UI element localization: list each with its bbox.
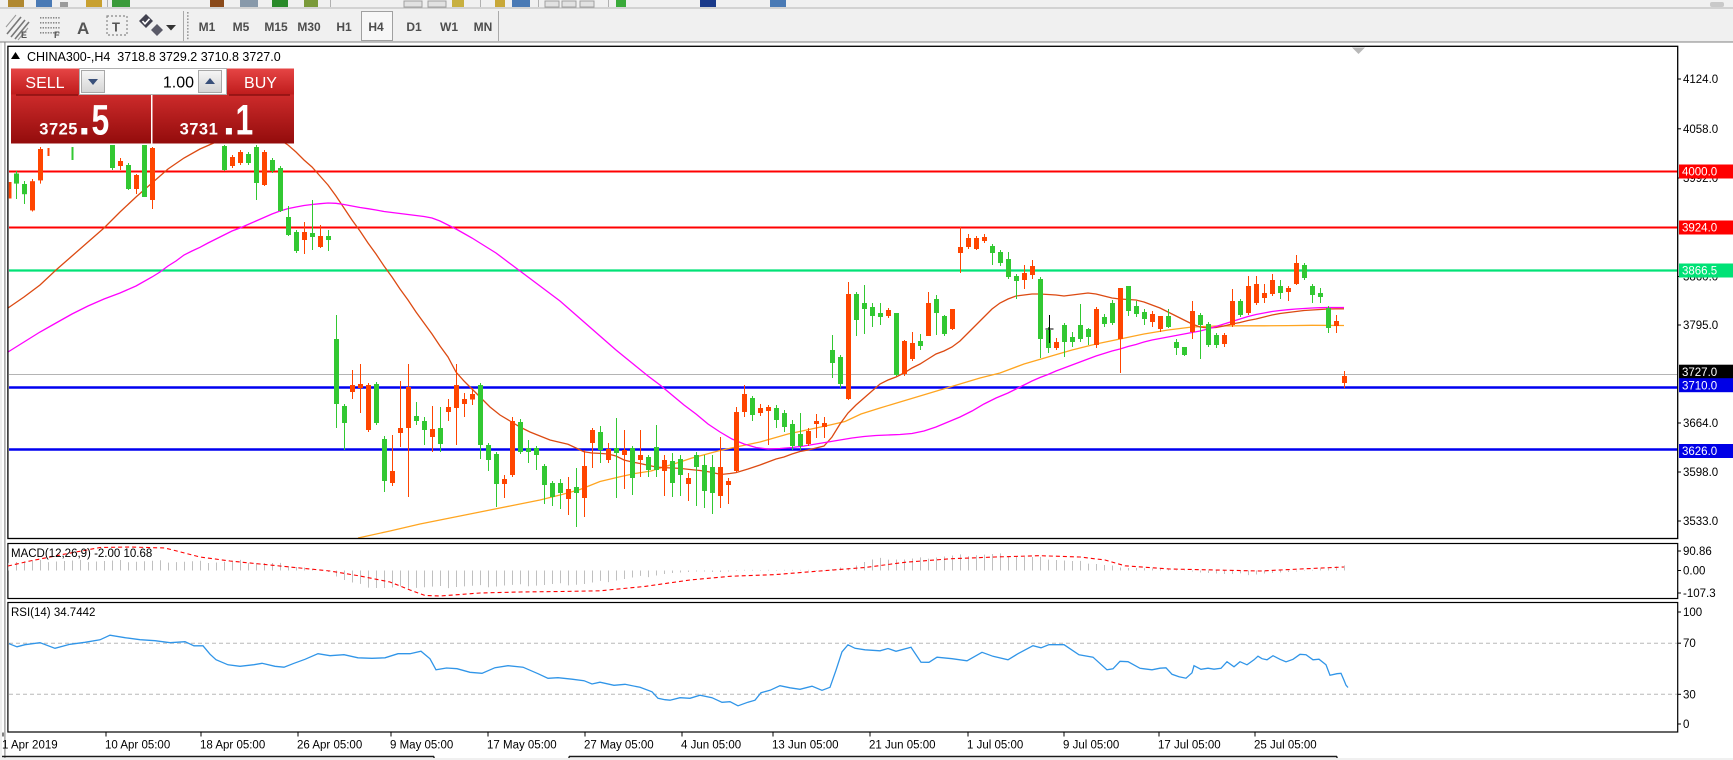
svg-text:BUY: BUY bbox=[244, 75, 277, 92]
svg-text:26 Apr 05:00: 26 Apr 05:00 bbox=[297, 740, 362, 752]
svg-text:A: A bbox=[77, 19, 89, 38]
svg-text:D1: D1 bbox=[406, 20, 422, 34]
svg-text:H4: H4 bbox=[368, 20, 384, 34]
svg-text:3795.0: 3795.0 bbox=[1683, 320, 1718, 332]
svg-text:90.86: 90.86 bbox=[1683, 546, 1712, 558]
svg-text:3664.0: 3664.0 bbox=[1683, 418, 1718, 430]
svg-text:9 Jul 05:00: 9 Jul 05:00 bbox=[1063, 740, 1119, 752]
svg-text:25 Jul 05:00: 25 Jul 05:00 bbox=[1254, 740, 1317, 752]
svg-text:1 Jul 05:00: 1 Jul 05:00 bbox=[967, 740, 1023, 752]
svg-text:3731: 3731 bbox=[180, 121, 219, 139]
svg-text:1.00: 1.00 bbox=[163, 75, 194, 92]
svg-text:MACD(12,26,9) -2.00 10.68: MACD(12,26,9) -2.00 10.68 bbox=[11, 548, 152, 560]
svg-text:1 Apr 2019: 1 Apr 2019 bbox=[2, 740, 58, 752]
svg-text:W1: W1 bbox=[440, 20, 458, 34]
svg-text:100: 100 bbox=[1683, 607, 1702, 619]
svg-text:27 May 05:00: 27 May 05:00 bbox=[584, 740, 654, 752]
svg-text:3533.0: 3533.0 bbox=[1683, 516, 1718, 528]
svg-text:4000.0: 4000.0 bbox=[1682, 167, 1717, 179]
svg-text:MN: MN bbox=[474, 20, 493, 34]
svg-text:3866.5: 3866.5 bbox=[1682, 266, 1717, 278]
svg-text:1: 1 bbox=[236, 97, 254, 145]
svg-text:H1: H1 bbox=[336, 20, 352, 34]
svg-text:70: 70 bbox=[1683, 638, 1696, 650]
svg-text:4058.0: 4058.0 bbox=[1683, 124, 1718, 136]
svg-text:9 May 05:00: 9 May 05:00 bbox=[390, 740, 453, 752]
svg-text:17 Jul 05:00: 17 Jul 05:00 bbox=[1158, 740, 1221, 752]
svg-text:0: 0 bbox=[1683, 719, 1689, 731]
svg-text:3710.0: 3710.0 bbox=[1682, 380, 1717, 392]
svg-text:3626.0: 3626.0 bbox=[1682, 446, 1717, 458]
svg-text:4124.0: 4124.0 bbox=[1683, 74, 1718, 86]
svg-text:CHINA300-,H4 3718.8 3729.2 37: CHINA300-,H4 3718.8 3729.2 3710.8 3727.0 bbox=[27, 50, 281, 64]
svg-text:0.00: 0.00 bbox=[1683, 566, 1705, 578]
svg-text:30: 30 bbox=[1683, 689, 1696, 701]
svg-text:M5: M5 bbox=[233, 20, 250, 34]
svg-text:M15: M15 bbox=[264, 20, 288, 34]
svg-text:F: F bbox=[54, 30, 60, 40]
svg-text:13 Jun 05:00: 13 Jun 05:00 bbox=[772, 740, 839, 752]
svg-text:M1: M1 bbox=[199, 20, 216, 34]
svg-text:E: E bbox=[21, 30, 27, 40]
svg-text:3725: 3725 bbox=[39, 121, 78, 139]
svg-text:3598.0: 3598.0 bbox=[1683, 467, 1718, 479]
svg-text:M30: M30 bbox=[297, 20, 321, 34]
svg-text:3727.0: 3727.0 bbox=[1682, 367, 1717, 379]
svg-text:18 Apr 05:00: 18 Apr 05:00 bbox=[200, 740, 265, 752]
svg-text:4 Jun 05:00: 4 Jun 05:00 bbox=[681, 740, 741, 752]
svg-text:3924.0: 3924.0 bbox=[1682, 223, 1717, 235]
svg-text:SELL: SELL bbox=[25, 75, 64, 92]
svg-text:17 May 05:00: 17 May 05:00 bbox=[487, 740, 557, 752]
svg-text:-107.3: -107.3 bbox=[1683, 588, 1716, 600]
svg-text:5: 5 bbox=[92, 97, 110, 145]
svg-text:T: T bbox=[112, 20, 120, 35]
svg-text:10 Apr 05:00: 10 Apr 05:00 bbox=[105, 740, 170, 752]
svg-text:RSI(14) 34.7442: RSI(14) 34.7442 bbox=[11, 607, 95, 619]
svg-text:21 Jun 05:00: 21 Jun 05:00 bbox=[869, 740, 936, 752]
